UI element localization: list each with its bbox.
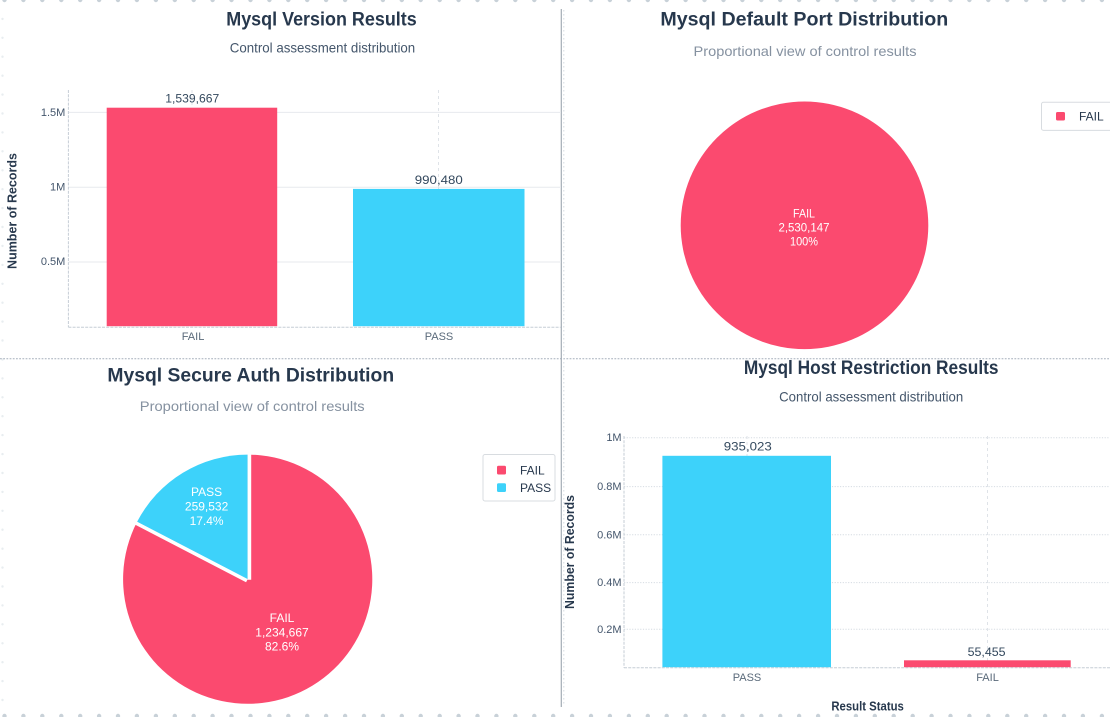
svg-text:0.6M: 0.6M — [597, 529, 621, 541]
svg-text:Mysql Secure Auth Distribution: Mysql Secure Auth Distribution — [107, 366, 394, 387]
svg-text:Proportional view of control r: Proportional view of control results — [694, 43, 917, 59]
svg-text:Result Status: Result Status — [831, 699, 904, 714]
svg-text:Mysql Default Port Distributio: Mysql Default Port Distribution — [660, 9, 948, 30]
svg-text:0.8M: 0.8M — [597, 481, 621, 493]
svg-text:Number of Records: Number of Records — [562, 495, 577, 609]
svg-text:Control assessment distributio: Control assessment distribution — [779, 389, 963, 405]
svg-text:Number of Records: Number of Records — [5, 153, 20, 269]
svg-text:PASS: PASS — [191, 485, 222, 499]
svg-text:2,530,147: 2,530,147 — [779, 221, 830, 235]
svg-text:0.4M: 0.4M — [597, 577, 621, 589]
svg-text:82.6%: 82.6% — [265, 639, 299, 653]
svg-text:990,480: 990,480 — [415, 173, 463, 187]
svg-text:17.4%: 17.4% — [190, 514, 224, 528]
svg-text:935,023: 935,023 — [724, 439, 772, 453]
svg-text:FAIL: FAIL — [976, 672, 999, 684]
svg-text:FAIL: FAIL — [270, 611, 295, 625]
svg-text:FAIL: FAIL — [520, 463, 545, 477]
svg-text:PASS: PASS — [520, 481, 551, 495]
svg-text:100%: 100% — [790, 235, 818, 249]
svg-text:FAIL: FAIL — [182, 331, 205, 343]
svg-text:0.2M: 0.2M — [597, 624, 621, 636]
svg-text:Proportional view of control r: Proportional view of control results — [140, 398, 365, 414]
svg-text:1M: 1M — [606, 432, 621, 444]
svg-text:PASS: PASS — [733, 672, 762, 684]
svg-text:1.5M: 1.5M — [41, 107, 65, 119]
svg-text:259,532: 259,532 — [185, 500, 229, 514]
svg-text:0.5M: 0.5M — [41, 256, 65, 268]
svg-text:1,234,667: 1,234,667 — [255, 625, 309, 639]
svg-text:1,539,667: 1,539,667 — [165, 92, 219, 106]
svg-text:Mysql Host Restriction Results: Mysql Host Restriction Results — [744, 358, 999, 379]
svg-text:PASS: PASS — [425, 331, 454, 343]
svg-text:FAIL: FAIL — [1079, 110, 1104, 124]
svg-text:Control assessment distributio: Control assessment distribution — [230, 40, 415, 56]
svg-text:Mysql Version Results: Mysql Version Results — [226, 9, 417, 30]
svg-text:1M: 1M — [50, 182, 65, 194]
svg-text:FAIL: FAIL — [793, 207, 815, 221]
svg-text:55,455: 55,455 — [968, 645, 1006, 659]
